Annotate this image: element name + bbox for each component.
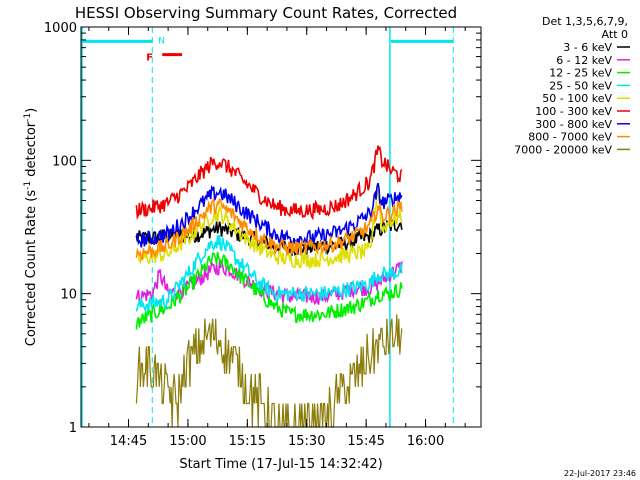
x-tick-label-1: 15:00 (169, 434, 206, 449)
legend-label-7: 800 - 7000 keV (528, 131, 612, 144)
y-axis-label-sup1: -1 (23, 181, 33, 190)
y-axis-label-main: Corrected Count Rate (s (24, 190, 39, 347)
timestamp: 22-Jul-2017 23:46 (564, 469, 636, 478)
night-label: N (158, 36, 165, 46)
x-tick-label-3: 15:30 (288, 434, 325, 449)
legend-label-3: 25 - 50 keV (549, 79, 612, 92)
plot-frame (80, 26, 482, 428)
series-line-4 (136, 186, 403, 271)
y-tick-label-0: 1 (69, 421, 77, 436)
x-tick-label-0: 14:45 (110, 434, 147, 449)
y-tick-label-3: 1000 (44, 21, 77, 36)
y-axis-label: Corrected Count Rate (s-1 detector-1) (23, 108, 39, 346)
axes (80, 26, 482, 428)
legend-label-0: 3 - 6 keV (563, 41, 612, 54)
x-tick-label-2: 15:15 (229, 434, 266, 449)
x-tick-label-5: 16:00 (407, 434, 444, 449)
y-axis-label-mid: detector (24, 121, 39, 181)
legend-header-1: Det 1,3,5,6,7,9, (542, 15, 628, 28)
series-line-6 (135, 182, 403, 248)
series-line-5 (135, 145, 403, 221)
series-line-8 (135, 314, 403, 428)
y-axis-ticks: 1 10 100 1000 (44, 21, 481, 436)
y-axis-label-sup2: -1 (23, 113, 33, 122)
y-tick-label-1: 10 (60, 288, 77, 303)
x-tick-label-4: 15:45 (347, 434, 384, 449)
y-axis-label-end: ) (24, 108, 39, 113)
plot-area: NF (81, 27, 454, 428)
x-axis-label: Start Time (17-Jul-15 14:32:42) (179, 457, 382, 472)
legend-label-5: 100 - 300 keV (535, 105, 612, 118)
legend-label-4: 50 - 100 keV (542, 92, 612, 105)
legend-header-2: Att 0 (602, 28, 628, 41)
flag-label: F (146, 53, 153, 64)
series-line-3 (135, 234, 403, 313)
y-tick-label-2: 100 (52, 154, 77, 169)
x-axis-ticks: 14:45 15:00 15:15 15:30 15:45 16:00 (88, 27, 466, 449)
legend-label-2: 12 - 25 keV (549, 67, 612, 80)
series-line-2 (135, 251, 403, 330)
chart-title: HESSI Observing Summary Count Rates, Cor… (75, 4, 457, 22)
legend-label-1: 6 - 12 keV (556, 54, 612, 67)
legend-label-8: 7000 - 20000 keV (514, 143, 612, 156)
series-line-7 (135, 197, 403, 261)
legend-label-6: 300 - 800 keV (535, 118, 612, 131)
